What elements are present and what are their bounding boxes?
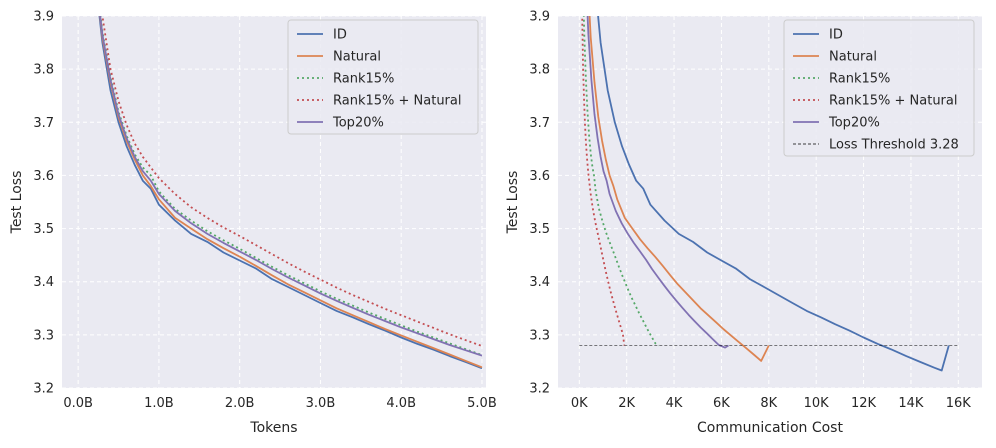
legend-label: ID	[333, 28, 347, 43]
legend-label: Rank15% + Natural	[333, 94, 461, 109]
series-line-rank15	[582, 16, 660, 347]
series-group	[579, 16, 959, 372]
legend-label: Rank15% + Natural	[829, 94, 957, 109]
y-tick-label: 3.4	[33, 275, 54, 290]
x-tick-label: 0.0B	[63, 396, 93, 411]
legend-label: Rank15%	[829, 72, 890, 87]
legend-label: Loss Threshold 3.28	[829, 138, 959, 153]
x-tick-label: 12K	[851, 396, 877, 411]
legend-label: Top20%	[332, 116, 384, 131]
y-tick-label: 3.2	[33, 382, 54, 397]
y-tick-label: 3.2	[529, 382, 550, 397]
x-tick-label: 2K	[618, 396, 635, 411]
legend: ID Natural Rank15% Rank15% + Natural Top20%	[287, 19, 479, 135]
y-tick-label: 3.8	[33, 63, 54, 78]
x-axis-label-left: Tokens	[249, 420, 297, 436]
y-tick-label: 3.4	[529, 275, 550, 290]
legend: ID Natural Rank15% Rank15% + Natural Top20% L…	[783, 19, 975, 157]
x-tick-label: 5.0B	[467, 396, 497, 411]
y-tick-label: 3.6	[33, 169, 54, 184]
y-tick-label: 3.6	[529, 169, 550, 184]
x-tick-label: 16K	[946, 396, 972, 411]
x-tick-label: 1.0B	[144, 396, 174, 411]
legend-label: ID	[829, 28, 843, 43]
legend-label: Rank15%	[333, 72, 394, 87]
chart-left: 0.0B 1.0B 2.0B 3.0B 4.0B 5.0B 3.2 3.3 3.4 3.5 3.6 3…	[33, 10, 497, 412]
series-line-natural	[588, 16, 770, 362]
series-line-id	[98, 16, 483, 370]
series-line-natural	[99, 16, 483, 369]
series-line-rank15-natural	[101, 16, 483, 347]
legend-frame	[287, 19, 479, 135]
y-tick-label: 3.3	[529, 328, 550, 343]
x-tick-label: 3.0B	[306, 396, 336, 411]
x-tick-label: 4K	[666, 396, 683, 411]
series-line-rank15-natural	[581, 16, 626, 346]
x-tick-label: 0K	[571, 396, 588, 411]
y-tick-label: 3.5	[529, 222, 550, 237]
y-tick-label: 3.7	[529, 116, 550, 131]
legend-label: Natural	[333, 50, 381, 65]
chart-right: 0K 2K 4K 6K 8K 10K 12K 14K 16K 3.2 3.3 3.4 3.5 3.6 3.7…	[529, 10, 982, 411]
y-axis-label-right: Test Loss	[505, 171, 521, 235]
series-group	[98, 16, 483, 370]
y-tick-label: 3.9	[529, 10, 550, 25]
y-tick-label: 3.5	[33, 222, 54, 237]
y-tick-label: 3.8	[529, 63, 550, 78]
y-tick-label: 3.7	[33, 116, 54, 131]
x-tick-label: 8K	[760, 396, 777, 411]
series-line-top20	[99, 16, 483, 357]
y-tick-label: 3.9	[33, 10, 54, 25]
x-tick-label: 2.0B	[225, 396, 255, 411]
series-line-id	[597, 16, 950, 372]
x-tick-label: 6K	[713, 396, 730, 411]
legend-label: Natural	[829, 50, 877, 65]
y-tick-label: 3.3	[33, 328, 54, 343]
legend-frame	[783, 19, 975, 157]
x-tick-label: 4.0B	[386, 396, 416, 411]
legend-label: Top20%	[828, 116, 880, 131]
series-line-top20	[586, 16, 729, 349]
y-axis-label-left: Test Loss	[9, 171, 25, 235]
x-axis-label-right: Communication Cost	[697, 420, 843, 436]
x-tick-label: 10K	[804, 396, 830, 411]
x-tick-label: 14K	[898, 396, 924, 411]
